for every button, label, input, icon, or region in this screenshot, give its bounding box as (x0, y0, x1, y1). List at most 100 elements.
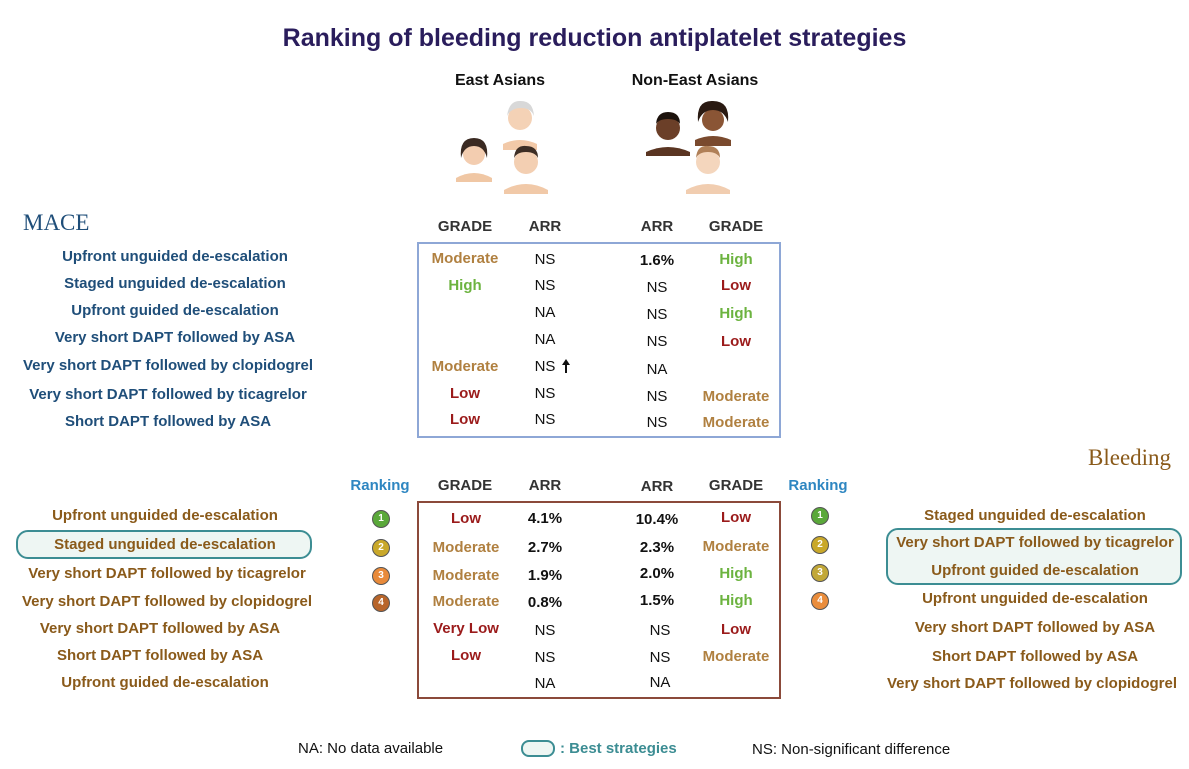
mace-arr-east: NS (534, 251, 556, 268)
mace-grade-non: Low (721, 333, 751, 350)
rank-badge-east-1: 1 (372, 510, 390, 528)
mace-strategy: Very short DAPT followed by ASA (54, 329, 296, 346)
bleeding-strategy-east: Very short DAPT followed by ticagrelor (28, 565, 306, 582)
bleeding-strategy-non: Staged unguided de-escalation (924, 507, 1146, 524)
mace-grade-east: High (448, 277, 482, 294)
east-asians-people-icon (456, 100, 548, 194)
bleeding-arr-non: NS (649, 622, 671, 639)
mace-arr-non: NA (646, 361, 668, 378)
bleeding-grade-non: Moderate (702, 648, 770, 665)
rank-badge-east-4: 4 (372, 594, 390, 612)
rank-badge-east-2: 2 (372, 539, 390, 557)
mace-grade-east: Low (450, 385, 480, 402)
bleeding-arr-east-header: ARR (528, 477, 562, 494)
mace-strategy: Upfront unguided de-escalation (62, 248, 288, 265)
mace-strategy: Staged unguided de-escalation (64, 275, 286, 292)
mace-grade-non: Moderate (702, 414, 770, 431)
bleeding-grade-non: Moderate (702, 538, 770, 555)
mace-arr-east-header: ARR (528, 218, 562, 235)
bleeding-grade-non-header: GRADE (708, 477, 764, 494)
mace-arr-non: NS (646, 279, 668, 296)
bleeding-grade-east: Very Low (433, 620, 499, 637)
mace-arr-non: NS (646, 414, 668, 431)
rank-badge-non-1: 1 (811, 507, 829, 525)
mace-strategy: Very short DAPT followed by ticagrelor (29, 386, 307, 403)
mace-arr-non: NS (646, 388, 668, 405)
bleeding-arr-non: NA (649, 674, 671, 691)
bleeding-strategy-east: Very short DAPT followed by ASA (39, 620, 281, 637)
bleeding-arr-east: 2.7% (527, 539, 563, 556)
mace-strategy: Very short DAPT followed by clopidogrel (22, 357, 314, 374)
mace-grade-east: Moderate (431, 358, 499, 375)
bleeding-arr-non: 2.0% (639, 565, 675, 582)
mace-arr-non: NS (646, 333, 668, 350)
mace-grade-non-header: GRADE (708, 218, 764, 235)
bleeding-grade-east: Moderate (432, 567, 500, 584)
mace-arr-east: NS (534, 277, 556, 294)
bleeding-grade-non: High (719, 565, 753, 582)
bleeding-arr-non: 10.4% (635, 511, 679, 528)
bleeding-arr-non: NS (649, 649, 671, 666)
mace-grade-non: Low (721, 277, 751, 294)
mace-arr-non-header: ARR (640, 218, 674, 235)
bleeding-strategy-east: Very short DAPT followed by clopidogrel (21, 593, 313, 610)
non-east-asians-label: Non-East Asians (631, 72, 759, 89)
bleeding-grade-east-header: GRADE (437, 477, 493, 494)
bleeding-arr-east: NA (534, 675, 556, 692)
mace-strategy: Short DAPT followed by ASA (64, 413, 272, 430)
bleeding-strategy-east: Upfront guided de-escalation (61, 674, 269, 691)
bleeding-arr-non: 2.3% (639, 539, 675, 556)
bleeding-strategy-non: Upfront unguided de-escalation (922, 590, 1148, 607)
bleeding-grade-east: Low (451, 647, 481, 664)
bleeding-arr-non: 1.5% (639, 592, 675, 609)
bleeding-grade-non: High (719, 592, 753, 609)
mace-grade-non: High (719, 251, 753, 268)
bleeding-strategy-east: Staged unguided de-escalation (54, 536, 276, 553)
mace-strategy: Upfront guided de-escalation (71, 302, 279, 319)
best-strategy-highlight-non (886, 528, 1182, 585)
east-asians-label: East Asians (454, 72, 546, 89)
legend-ns: NS: Non-significant difference (752, 741, 951, 758)
mace-arr-east: NA (534, 331, 556, 348)
rank-badge-non-2: 2 (811, 536, 829, 554)
mace-grade-non: Moderate (702, 388, 770, 405)
bleeding-ranking-non-header: Ranking (788, 477, 848, 494)
bleeding-strategy-non: Very short DAPT followed by ASA (914, 619, 1156, 636)
bleeding-grade-non: Low (721, 621, 751, 638)
bleeding-strategy-non: Short DAPT followed by ASA (931, 648, 1139, 665)
non-east-asians-people-icon (646, 100, 731, 194)
bleeding-section-label: Bleeding (1088, 445, 1172, 470)
bleeding-strategy-east: Short DAPT followed by ASA (56, 647, 264, 664)
mace-arr-east: NS (534, 385, 556, 402)
bleeding-ranking-east-header: Ranking (350, 477, 410, 494)
bleeding-strategy-east: Upfront unguided de-escalation (52, 507, 278, 524)
bleeding-arr-east: NS (534, 622, 556, 639)
mace-table-frame (417, 242, 781, 438)
bleeding-grade-east: Low (451, 510, 481, 527)
bleeding-strategy-non: Very short DAPT followed by ticagrelor (896, 534, 1174, 551)
bleeding-grade-east: Moderate (432, 539, 500, 556)
best-strategy-highlight-east (16, 530, 312, 559)
bleeding-arr-east: 0.8% (527, 594, 563, 611)
bleeding-grade-non: Low (721, 509, 751, 526)
mace-arr-non: 1.6% (639, 252, 675, 269)
mace-grade-east-header: GRADE (437, 218, 493, 235)
rank-badge-non-4: 4 (811, 592, 829, 610)
rank-badge-non-3: 3 (811, 564, 829, 582)
mace-arr-east: NA (534, 304, 556, 321)
page-title: Ranking of bleeding reduction antiplatel… (282, 24, 907, 52)
bleeding-arr-east: 1.9% (527, 567, 563, 584)
bleeding-strategy-non: Very short DAPT followed by clopidogrel (886, 675, 1178, 692)
rank-badge-east-3: 3 (372, 567, 390, 585)
legend-best-swatch (521, 740, 555, 757)
increase-arrow-icon (562, 359, 570, 373)
mace-grade-non: High (719, 305, 753, 322)
bleeding-arr-non-header: ARR (640, 478, 674, 495)
bleeding-arr-east: NS (534, 649, 556, 666)
mace-arr-east: NS (534, 358, 556, 375)
bleeding-table-frame (417, 501, 781, 699)
bleeding-strategy-non: Upfront guided de-escalation (931, 562, 1139, 579)
mace-grade-east: Moderate (431, 250, 499, 267)
bleeding-arr-east: 4.1% (527, 510, 563, 527)
legend-na: NA: No data available (298, 740, 444, 757)
